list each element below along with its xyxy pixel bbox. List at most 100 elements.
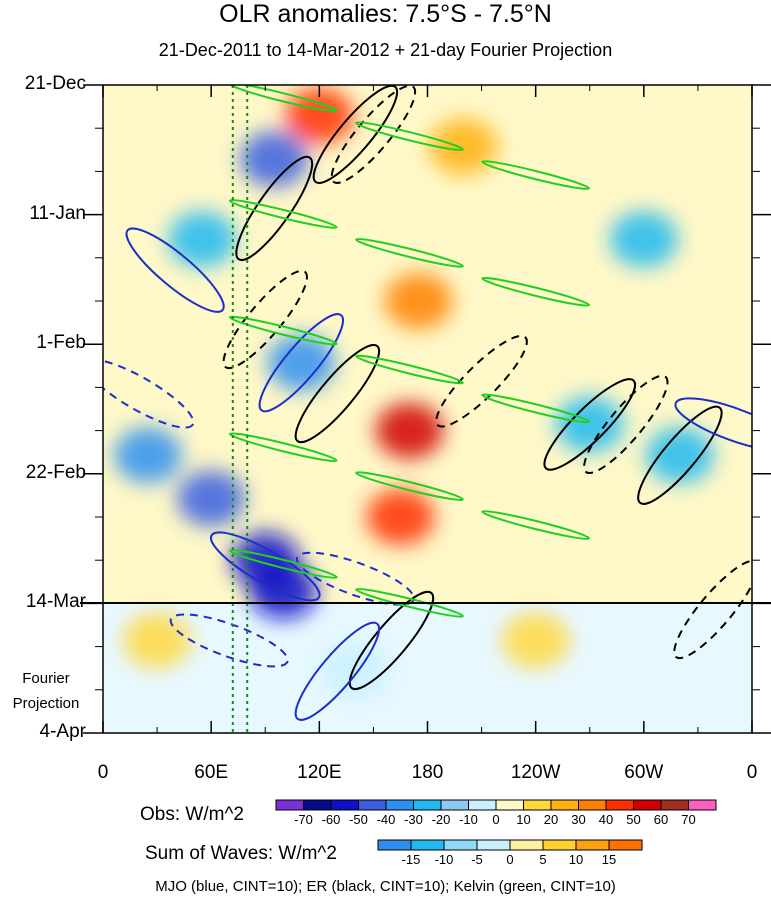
kelvin-contour-0: [228, 85, 338, 113]
y-tick-label: 22-Feb: [25, 461, 86, 483]
anomaly-blob-8: [249, 563, 318, 620]
obs-colorbar-label: 70: [681, 812, 696, 827]
kelvin-contour-8: [481, 393, 591, 424]
wave-contour-0-2: [294, 343, 381, 444]
x-tick-label: 0: [746, 762, 758, 783]
kelvin-contour-12: [228, 549, 338, 579]
x-tick-label: 0: [97, 762, 109, 783]
x-tick-label: 60W: [624, 762, 664, 783]
anomaly-blob-12: [645, 427, 714, 484]
waves-colorbar-label: 10: [568, 852, 584, 867]
kelvin-contour-3: [228, 199, 338, 229]
obs-colorbar-swatch-10: [550, 799, 579, 811]
wave-contour-2-3: [294, 621, 381, 721]
obs-colorbar-swatch-4: [385, 799, 414, 811]
obs-colorbar-swatch-13: [633, 799, 662, 811]
wave-contour-0-1: [312, 85, 399, 184]
wave-contour-0-3: [543, 378, 637, 471]
obs-colorbar-label: 0: [492, 812, 500, 827]
waves-colorbar-title: Sum of Waves: W/m^2: [145, 843, 337, 864]
contour-legend: MJO (blue, CINT=10); ER (black, CINT=10)…: [155, 878, 616, 895]
wave-contour-2-1: [258, 313, 345, 413]
waves-colorbar-swatch-1: [410, 839, 445, 851]
waves-colorbar-swatch-6: [575, 839, 610, 851]
anomaly-field: [103, 85, 752, 733]
obs-colorbar-label: 50: [626, 812, 641, 827]
obs-colorbar-swatch-12: [605, 799, 634, 811]
obs-colorbar-label: 20: [543, 812, 559, 827]
wave-contour-1-1: [222, 269, 308, 370]
wave-contour-3-1: [169, 613, 289, 668]
kelvin-contour-1: [355, 121, 464, 152]
anomaly-blob-14: [429, 118, 498, 175]
waves-colorbar: [377, 839, 643, 851]
obs-colorbar-label: -20: [431, 812, 451, 827]
obs-colorbar-swatch-2: [330, 799, 359, 811]
obs-colorbar-swatch-15: [688, 799, 717, 811]
obs-colorbar-swatch-14: [660, 799, 689, 811]
obs-colorbar-label: -30: [404, 812, 423, 827]
obs-colorbar-label: 60: [653, 812, 669, 827]
waves-colorbar-swatch-5: [542, 839, 577, 851]
obs-colorbar-swatch-5: [413, 799, 442, 811]
anomaly-blob-13: [609, 211, 678, 268]
x-tick-label: 120E: [297, 762, 342, 783]
waves-colorbar-label: 15: [601, 852, 617, 867]
anomaly-blob-7: [177, 470, 246, 527]
waves-colorbar-swatch-0: [377, 839, 412, 851]
waves-colorbar-label: -15: [401, 852, 421, 867]
anomaly-blob-17: [123, 612, 192, 669]
wave-contour-0-4: [637, 405, 723, 505]
obs-colorbar-swatch-3: [358, 799, 387, 811]
kelvin-contour-4: [355, 238, 464, 268]
wave-contour-1-0: [330, 85, 417, 184]
reference-lines: [231, 85, 249, 733]
kelvin-contour-11: [481, 510, 591, 540]
wave-contour-2-2: [209, 531, 321, 602]
wave-contour-1-3: [583, 374, 669, 475]
obs-colorbar-label: 40: [598, 812, 614, 827]
x-tick-label: 180: [411, 762, 444, 783]
obs-colorbar-label: -10: [459, 812, 478, 827]
projection-label-2: Projection: [12, 695, 80, 712]
y-tick-label: 14-Mar: [25, 591, 86, 613]
wave-contours: [103, 85, 752, 721]
obs-colorbar-swatch-6: [440, 799, 469, 811]
kelvin-contour-13: [355, 587, 464, 618]
obs-colorbar-label: -60: [321, 812, 341, 827]
x-tick-label: 60E: [194, 762, 229, 783]
waves-colorbar-swatch-7: [608, 839, 643, 851]
anomaly-blob-16: [321, 643, 390, 700]
y-tick-label: 21-Dec: [24, 73, 86, 94]
anomaly-blob-9: [114, 427, 183, 484]
wave-contour-0-0: [235, 155, 314, 262]
anomaly-blob-15: [501, 612, 570, 669]
anomaly-blob-3: [384, 273, 453, 329]
anomaly-blob-5: [267, 334, 336, 391]
wave-contour-2-4: [674, 397, 752, 452]
obs-colorbar-label: -50: [349, 812, 368, 827]
anomaly-blob-4: [240, 131, 309, 188]
wave-contour-1-2: [435, 334, 528, 428]
anomaly-blob-11: [555, 396, 624, 453]
anomaly-blob-0: [375, 402, 444, 459]
chart-title: OLR anomalies: 7.5°S - 7.5°N: [219, 0, 552, 28]
obs-colorbar-label: 30: [571, 812, 586, 827]
kelvin-contour-9: [228, 432, 338, 463]
waves-colorbar-label: -10: [434, 852, 454, 867]
anomaly-blob-1: [366, 489, 435, 545]
anomaly-blob-2: [285, 87, 354, 144]
waves-colorbar-swatch-3: [476, 839, 511, 851]
obs-colorbar-label: -70: [294, 812, 313, 827]
waves-colorbar-label: 5: [539, 852, 547, 867]
anomaly-blob-10: [168, 211, 237, 268]
wave-contour-3-0: [103, 358, 195, 429]
chart-subtitle: 21-Dec-2011 to 14-Mar-2012 + 21-day Four…: [158, 40, 613, 60]
kelvin-contour-10: [355, 471, 464, 502]
obs-colorbar-title: Obs: W/m^2: [140, 804, 244, 825]
y-tick-label: 4-Apr: [39, 721, 86, 742]
y-tick-label: 11-Jan: [29, 202, 86, 224]
y-tick-label: 1-Feb: [36, 332, 86, 354]
obs-colorbar-label: -40: [376, 812, 396, 827]
obs-colorbar-swatch-1: [303, 799, 332, 811]
